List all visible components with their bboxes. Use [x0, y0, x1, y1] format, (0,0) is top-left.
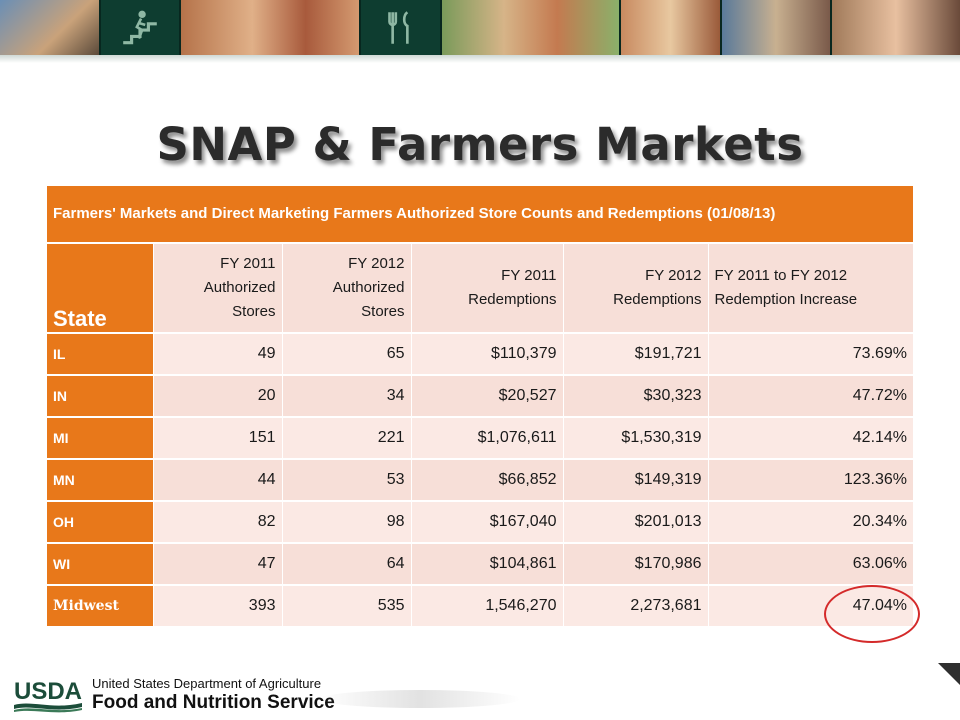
header-fy12-stores: FY 2012 Authorized Stores	[281, 242, 411, 333]
state-cell: IN	[47, 374, 153, 417]
usda-logo: USDA	[14, 678, 82, 713]
fy12-stores-cell: 34	[281, 374, 411, 417]
fy12-redemptions-cell: 2,273,681	[562, 584, 708, 626]
fy12-stores-cell: 65	[281, 332, 411, 375]
header-banner	[0, 0, 960, 55]
fy12-redemptions-cell: $30,323	[562, 374, 708, 417]
fy12-redemptions-cell: $170,986	[562, 542, 708, 585]
table-row: IL 49 65 $110,379 $191,721 73.69%	[47, 332, 914, 375]
usda-logo-text: USDA	[14, 678, 82, 705]
highlight-circle	[824, 585, 920, 643]
shopping-photo	[721, 0, 832, 55]
state-cell: IL	[47, 332, 153, 375]
stairs-fitness-icon	[100, 0, 182, 55]
increase-cell: 63.06%	[707, 542, 914, 585]
table-row: OH 82 98 $167,040 $201,013 20.34%	[47, 500, 914, 543]
fy11-redemptions-cell: 1,546,270	[410, 584, 563, 626]
footer-swoosh	[320, 690, 520, 708]
fy11-stores-cell: 44	[152, 458, 282, 501]
state-cell: MI	[47, 416, 153, 459]
header-increase: FY 2011 to FY 2012 Redemption Increase	[707, 242, 914, 333]
state-cell: Midwest	[47, 584, 153, 626]
corner-triangle-icon	[938, 663, 960, 685]
increase-cell: 42.14%	[707, 416, 914, 459]
kitchen-photo	[831, 0, 960, 55]
header-state: State	[47, 242, 153, 333]
fy12-stores-cell: 98	[281, 500, 411, 543]
increase-cell: 47.72%	[707, 374, 914, 417]
fy12-redemptions-cell: $149,319	[562, 458, 708, 501]
family-meal-photo	[441, 0, 621, 55]
redemptions-table: Farmers' Markets and Direct Marketing Fa…	[47, 186, 914, 626]
fy12-stores-cell: 53	[281, 458, 411, 501]
fy12-redemptions-cell: $201,013	[562, 500, 708, 543]
fy12-redemptions-cell: $191,721	[562, 332, 708, 375]
state-cell: OH	[47, 500, 153, 543]
fy11-stores-cell: 393	[152, 584, 282, 626]
increase-cell: 20.34%	[707, 500, 914, 543]
slide-title: SNAP & Farmers Markets	[156, 118, 804, 171]
fy12-stores-cell: 535	[281, 584, 411, 626]
fy11-redemptions-cell: $66,852	[410, 458, 563, 501]
table-row: MI 151 221 $1,076,611 $1,530,319 42.14%	[47, 416, 914, 459]
table-row: MN 44 53 $66,852 $149,319 123.36%	[47, 458, 914, 501]
family-meal-photo-2	[620, 0, 722, 55]
header-fy11-redemptions: FY 2011 Redemptions	[410, 242, 563, 333]
fy11-stores-cell: 20	[152, 374, 282, 417]
fy12-stores-cell: 221	[281, 416, 411, 459]
fy11-redemptions-cell: $1,076,611	[410, 416, 563, 459]
fy11-redemptions-cell: $110,379	[410, 332, 563, 375]
fy11-redemptions-cell: $20,527	[410, 374, 563, 417]
banner-shadow	[0, 55, 960, 63]
table-header-row: State FY 2011 Authorized Stores FY 2012 …	[47, 242, 914, 333]
increase-cell: 123.36%	[707, 458, 914, 501]
kids-photo	[181, 0, 361, 55]
basketball-photo	[0, 0, 101, 55]
agency-department: United States Department of Agriculture	[92, 676, 322, 691]
fy12-stores-cell: 64	[281, 542, 411, 585]
state-cell: MN	[47, 458, 153, 501]
fy11-stores-cell: 151	[152, 416, 282, 459]
fy11-stores-cell: 49	[152, 332, 282, 375]
header-fy12-redemptions: FY 2012 Redemptions	[562, 242, 708, 333]
agency-name: Food and Nutrition Service	[92, 692, 335, 713]
fy11-redemptions-cell: $104,861	[410, 542, 563, 585]
state-cell: WI	[47, 542, 153, 585]
header-fy11-stores: FY 2011 Authorized Stores	[152, 242, 282, 333]
table-row: WI 47 64 $104,861 $170,986 63.06%	[47, 542, 914, 585]
table-caption-row: Farmers' Markets and Direct Marketing Fa…	[47, 186, 914, 243]
fy12-redemptions-cell: $1,530,319	[562, 416, 708, 459]
table-row: IN 20 34 $20,527 $30,323 47.72%	[47, 374, 914, 417]
fy11-stores-cell: 47	[152, 542, 282, 585]
utensils-icon	[360, 0, 442, 55]
fy11-stores-cell: 82	[152, 500, 282, 543]
fy11-redemptions-cell: $167,040	[410, 500, 563, 543]
table-row-total: Midwest 393 535 1,546,270 2,273,681 47.0…	[47, 584, 914, 626]
table-caption: Farmers' Markets and Direct Marketing Fa…	[47, 186, 914, 243]
increase-cell: 73.69%	[707, 332, 914, 375]
